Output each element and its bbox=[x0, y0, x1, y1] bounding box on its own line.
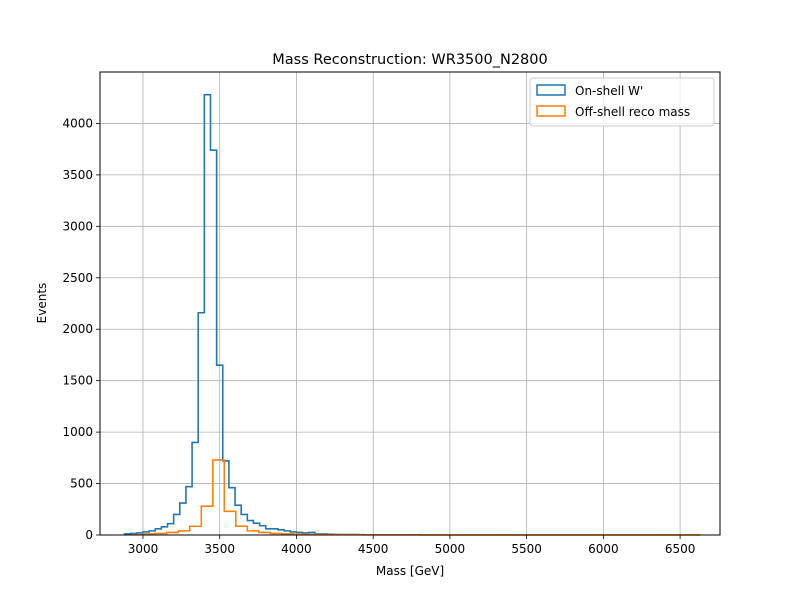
y-tick-label: 1000 bbox=[62, 425, 93, 439]
chart-title: Mass Reconstruction: WR3500_N2800 bbox=[272, 52, 547, 68]
axis-ticks: 3000 3500 4000 4500 5000 5500 6000 6500 0 500 1000… bbox=[62, 116, 695, 556]
x-tick-label: 6500 bbox=[665, 542, 696, 556]
plot-frame bbox=[99, 71, 721, 536]
legend-box bbox=[529, 77, 715, 127]
y-tick-label: 2000 bbox=[62, 322, 93, 336]
y-tick-label: 500 bbox=[70, 477, 93, 491]
legend-label-onshell: On-shell W' bbox=[575, 84, 643, 98]
legend: On-shell W' Off-shell reco mass bbox=[529, 77, 715, 127]
y-tick-label: 4000 bbox=[62, 116, 93, 130]
y-tick-label: 2500 bbox=[62, 271, 93, 285]
x-tick-label: 4000 bbox=[281, 542, 312, 556]
y-tick-label: 1500 bbox=[62, 374, 93, 388]
legend-label-offshell: Off-shell reco mass bbox=[575, 105, 690, 119]
x-tick-label: 5500 bbox=[511, 542, 542, 556]
y-tick-label: 0 bbox=[85, 528, 93, 542]
x-tick-label: 3500 bbox=[204, 542, 235, 556]
y-tick-label: 3000 bbox=[62, 219, 93, 233]
x-tick-label: 4500 bbox=[358, 542, 389, 556]
legend-swatch-onshell bbox=[536, 84, 566, 96]
x-axis-label: Mass [GeV] bbox=[376, 564, 444, 578]
legend-swatch-offshell bbox=[536, 105, 566, 117]
x-tick-label: 6000 bbox=[588, 542, 619, 556]
y-tick-label: 3500 bbox=[62, 168, 93, 182]
x-tick-label: 3000 bbox=[128, 542, 159, 556]
y-axis-label: Events bbox=[35, 283, 49, 324]
x-tick-label: 5000 bbox=[435, 542, 466, 556]
